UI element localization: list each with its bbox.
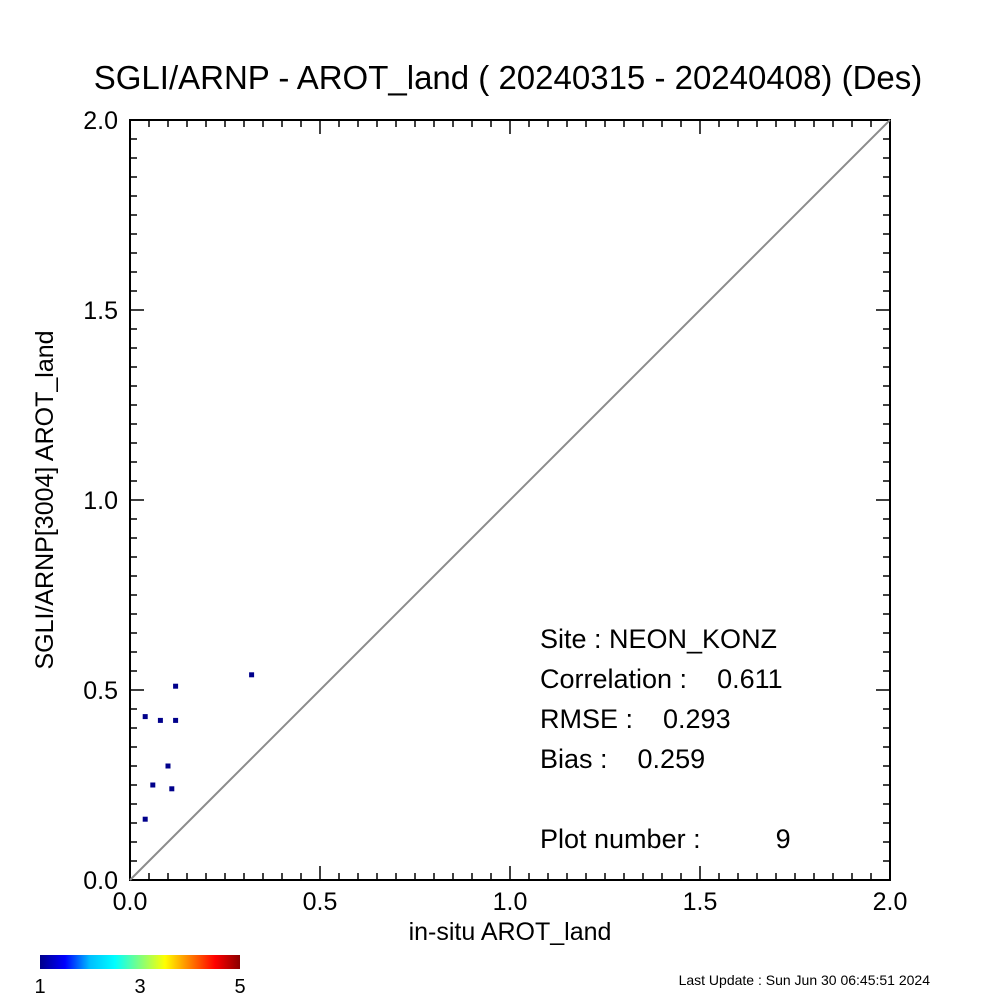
x-tick-label: 2.0	[873, 888, 908, 916]
data-point	[173, 717, 179, 723]
stat-line: Site : NEON_KONZ	[540, 624, 777, 654]
y-tick-label: 0.0	[83, 867, 118, 895]
colorbar-label: 5	[234, 976, 245, 998]
stat-line: Plot number : 9	[540, 824, 791, 854]
colorbar-labels: 1 3 5	[34, 976, 245, 998]
colorbar-label: 1	[34, 976, 45, 998]
y-tick-label: 1.5	[83, 297, 118, 325]
data-point	[173, 683, 179, 689]
x-tick-label: 1.5	[683, 888, 718, 916]
stats-box: Site : NEON_KONZ Correlation : 0.611 RMSE …	[540, 624, 791, 854]
x-tick-label: 1.0	[493, 888, 528, 916]
y-tick-label: 0.5	[83, 677, 118, 705]
data-point	[157, 717, 163, 723]
minor-ticks	[130, 120, 890, 880]
y-tick-labels: 0.0 0.5 1.0 1.5 2.0	[83, 107, 118, 895]
stat-line: RMSE : 0.293	[540, 704, 731, 734]
data-point	[142, 714, 148, 720]
data-point	[165, 763, 171, 769]
one-to-one-line	[129, 119, 891, 881]
chart-title: SGLI/ARNP - AROT_land ( 20240315 - 20240…	[94, 59, 923, 96]
x-axis-label: in-situ AROT_land	[409, 918, 612, 946]
y-axis-label: SGLI/ARNP[3004] AROT_land	[31, 330, 59, 669]
y-tick-label: 1.0	[83, 487, 118, 515]
x-tick-label: 0.0	[113, 888, 148, 916]
scatter-points	[142, 672, 255, 822]
data-point	[169, 786, 175, 792]
data-point	[249, 672, 255, 678]
data-point	[150, 782, 156, 788]
stat-line: Bias : 0.259	[540, 744, 705, 774]
colorbar	[40, 955, 240, 969]
major-ticks	[129, 119, 891, 881]
colorbar-label: 3	[134, 976, 145, 998]
x-tick-label: 0.5	[303, 888, 338, 916]
y-tick-label: 2.0	[83, 107, 118, 135]
last-update: Last Update : Sun Jun 30 06:45:51 2024	[679, 972, 931, 988]
x-tick-labels: 0.0 0.5 1.0 1.5 2.0	[113, 888, 908, 916]
stat-line: Correlation : 0.611	[540, 664, 783, 694]
data-point	[142, 816, 148, 822]
